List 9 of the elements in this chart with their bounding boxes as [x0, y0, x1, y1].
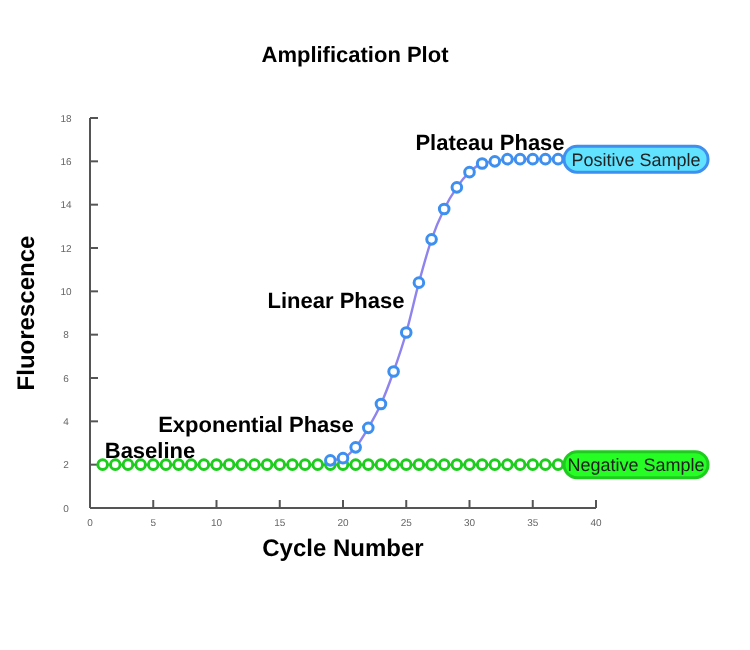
annotation: Linear Phase: [267, 290, 405, 314]
annotation: Exponential Phase: [158, 414, 354, 438]
y-axis-title: Fluorescence: [12, 234, 40, 391]
annotation: Baseline: [104, 440, 196, 464]
series-label: Negative Sample: [567, 455, 705, 476]
series-label: Positive Sample: [571, 149, 701, 170]
chart-title: Amplification Plot: [261, 44, 450, 68]
x-axis-title: Cycle Number: [262, 534, 425, 562]
annotation: Plateau Phase: [415, 132, 565, 156]
